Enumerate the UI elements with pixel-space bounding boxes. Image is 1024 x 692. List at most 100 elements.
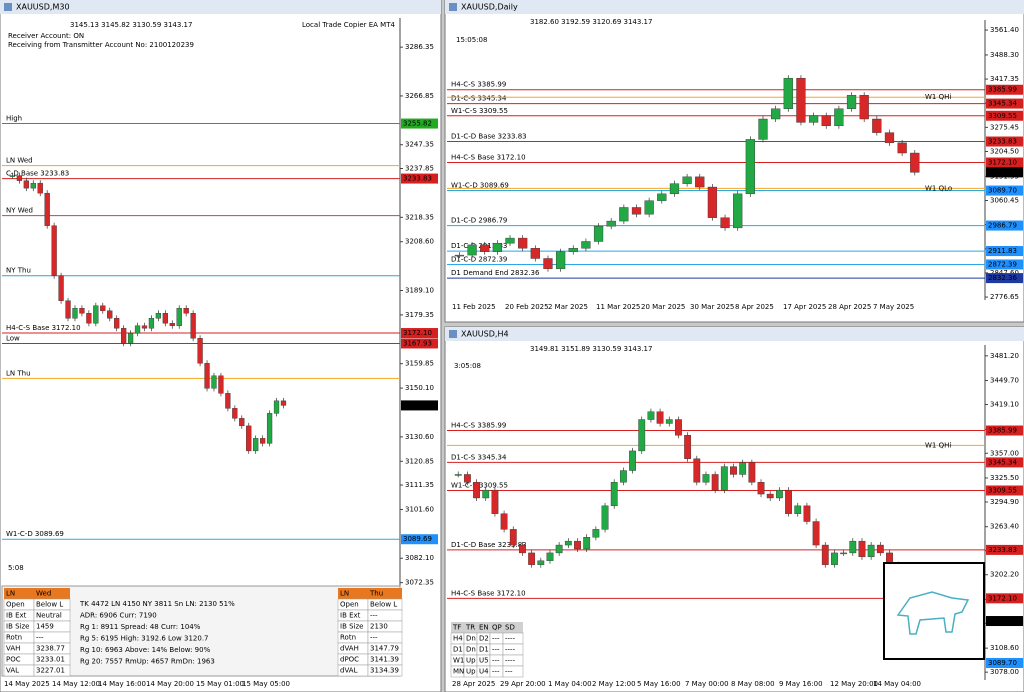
- level-label: LN Wed: [6, 157, 33, 165]
- price-tag-label: 3255.82: [403, 120, 432, 128]
- x-tick-label: 17 Apr 2025: [783, 303, 826, 311]
- table-cell-text: Neutral: [36, 612, 62, 620]
- candle: [530, 248, 540, 259]
- window-title: XAUUSD,H4: [461, 330, 509, 339]
- window: [444, 0, 1024, 323]
- candle: [204, 363, 210, 389]
- candle: [107, 310, 113, 319]
- candle: [482, 489, 490, 499]
- price-tag: [986, 84, 1023, 95]
- candle: [619, 470, 627, 483]
- candle: [606, 220, 616, 227]
- x-tick-label: 15 May 05:00: [242, 680, 290, 688]
- candle: [197, 338, 203, 364]
- candle: [528, 552, 536, 565]
- price-tag-label: 3172.10: [988, 594, 1017, 602]
- x-tick-label: 30 Mar 2025: [690, 303, 734, 311]
- candle: [148, 318, 155, 329]
- candle: [162, 313, 168, 324]
- candle: [720, 217, 730, 229]
- timer: 3:05:08: [454, 362, 481, 370]
- candle: [910, 152, 920, 173]
- candle: [619, 207, 629, 222]
- level-label: D1-C-S 3345.34: [451, 453, 507, 461]
- x-tick-label: 9 May 16:00: [779, 680, 823, 688]
- table-cell-text: Up: [466, 657, 476, 665]
- price-tag: [401, 173, 438, 184]
- x-tick-label: 15 May 01:00: [196, 680, 244, 688]
- price-tag-label: 2986.79: [988, 222, 1017, 230]
- table-cell-text: ---: [492, 657, 500, 665]
- price-tag: [986, 157, 1023, 168]
- price-tag-label: 3345.34: [988, 100, 1017, 108]
- table-cell-text: dVAH: [340, 645, 359, 653]
- y-tick-label: 3130.60: [405, 433, 434, 441]
- window: [0, 0, 442, 692]
- price-tag-label: 3385.99: [988, 86, 1017, 94]
- x-tick-label: 7 May 00:00: [685, 680, 729, 688]
- price-tag-label: 3167.93: [403, 339, 432, 347]
- x-tick-label: 11 Mar 2025: [596, 303, 640, 311]
- table-cell-text: 3233.01: [36, 656, 65, 664]
- candle: [812, 521, 820, 546]
- table-cell-text: 2130: [370, 623, 388, 631]
- stats-line: Rg 1: 8911 Spread: 48 Curr: 104%: [80, 623, 201, 631]
- x-tick-label: 8 May 08:00: [731, 680, 775, 688]
- table-cell-text: Open: [340, 601, 359, 609]
- candle: [568, 248, 578, 252]
- candle: [65, 300, 71, 319]
- level-label: W1-C-D 3089.69: [451, 182, 509, 190]
- table-cell-text: D1: [453, 646, 463, 654]
- price-tag: [986, 657, 1023, 668]
- candle: [647, 411, 655, 420]
- candle: [190, 313, 196, 339]
- price-tag: [986, 593, 1023, 604]
- candle: [454, 474, 462, 476]
- x-tick-label: 28 Apr 2025: [452, 680, 495, 688]
- table-cell-text: U4: [479, 668, 489, 676]
- price-tag-label: 3233.83: [988, 546, 1017, 554]
- price-tag: [401, 328, 438, 339]
- table-cell-text: VAL: [6, 667, 19, 675]
- table-header: LN: [340, 590, 349, 598]
- window-title: XAUUSD,M30: [16, 3, 70, 12]
- price-tag: [986, 246, 1023, 257]
- x-tick-label: 2 May 12:00: [592, 680, 636, 688]
- table-cell-text: MN1: [453, 668, 469, 676]
- candle: [155, 313, 162, 319]
- candle: [876, 544, 884, 554]
- y-tick-label: 3488.30: [990, 51, 1019, 59]
- y-tick-label: 3072.35: [405, 579, 434, 587]
- candle: [821, 544, 829, 565]
- price-tag: [986, 544, 1023, 555]
- table-cell-text: ---: [505, 668, 513, 676]
- table-cell-text: VAH: [6, 645, 20, 653]
- level-label: Low: [6, 334, 20, 342]
- table-cell-text: 3227.01: [36, 667, 65, 675]
- candle: [86, 313, 92, 324]
- candle: [463, 474, 471, 483]
- y-tick-label: 3263.40: [990, 523, 1019, 531]
- stats-line: Rg 5: 6195 High: 3192.6 Low 3120.7: [80, 635, 209, 643]
- table-header-bg: [338, 588, 402, 599]
- table-cell-text: 1459: [36, 623, 54, 631]
- candle: [771, 108, 781, 120]
- candle: [669, 183, 680, 195]
- candle: [693, 458, 701, 483]
- level-label: W1-C-D 3089.69: [6, 530, 64, 538]
- table-cell: [33, 664, 71, 677]
- table-cell-text: dVAL: [340, 667, 358, 675]
- table-cell-text: H4: [453, 635, 463, 643]
- candle: [831, 552, 838, 565]
- y-tick-label: 3101.60: [405, 505, 434, 513]
- candle: [610, 482, 618, 507]
- table-cell: [502, 665, 524, 678]
- level-label: C-D Base 3233.83: [6, 170, 69, 178]
- level-label: D1-C-S 3345.34: [451, 95, 507, 103]
- level-label: H4-C-S Base 3172.10: [451, 154, 526, 162]
- table-cell-text: ---: [370, 612, 378, 620]
- table-cell-text: ----: [505, 657, 516, 665]
- price-tag: [986, 457, 1023, 468]
- candle: [884, 132, 895, 144]
- level-label: H4-C-S 3385.99: [451, 81, 506, 89]
